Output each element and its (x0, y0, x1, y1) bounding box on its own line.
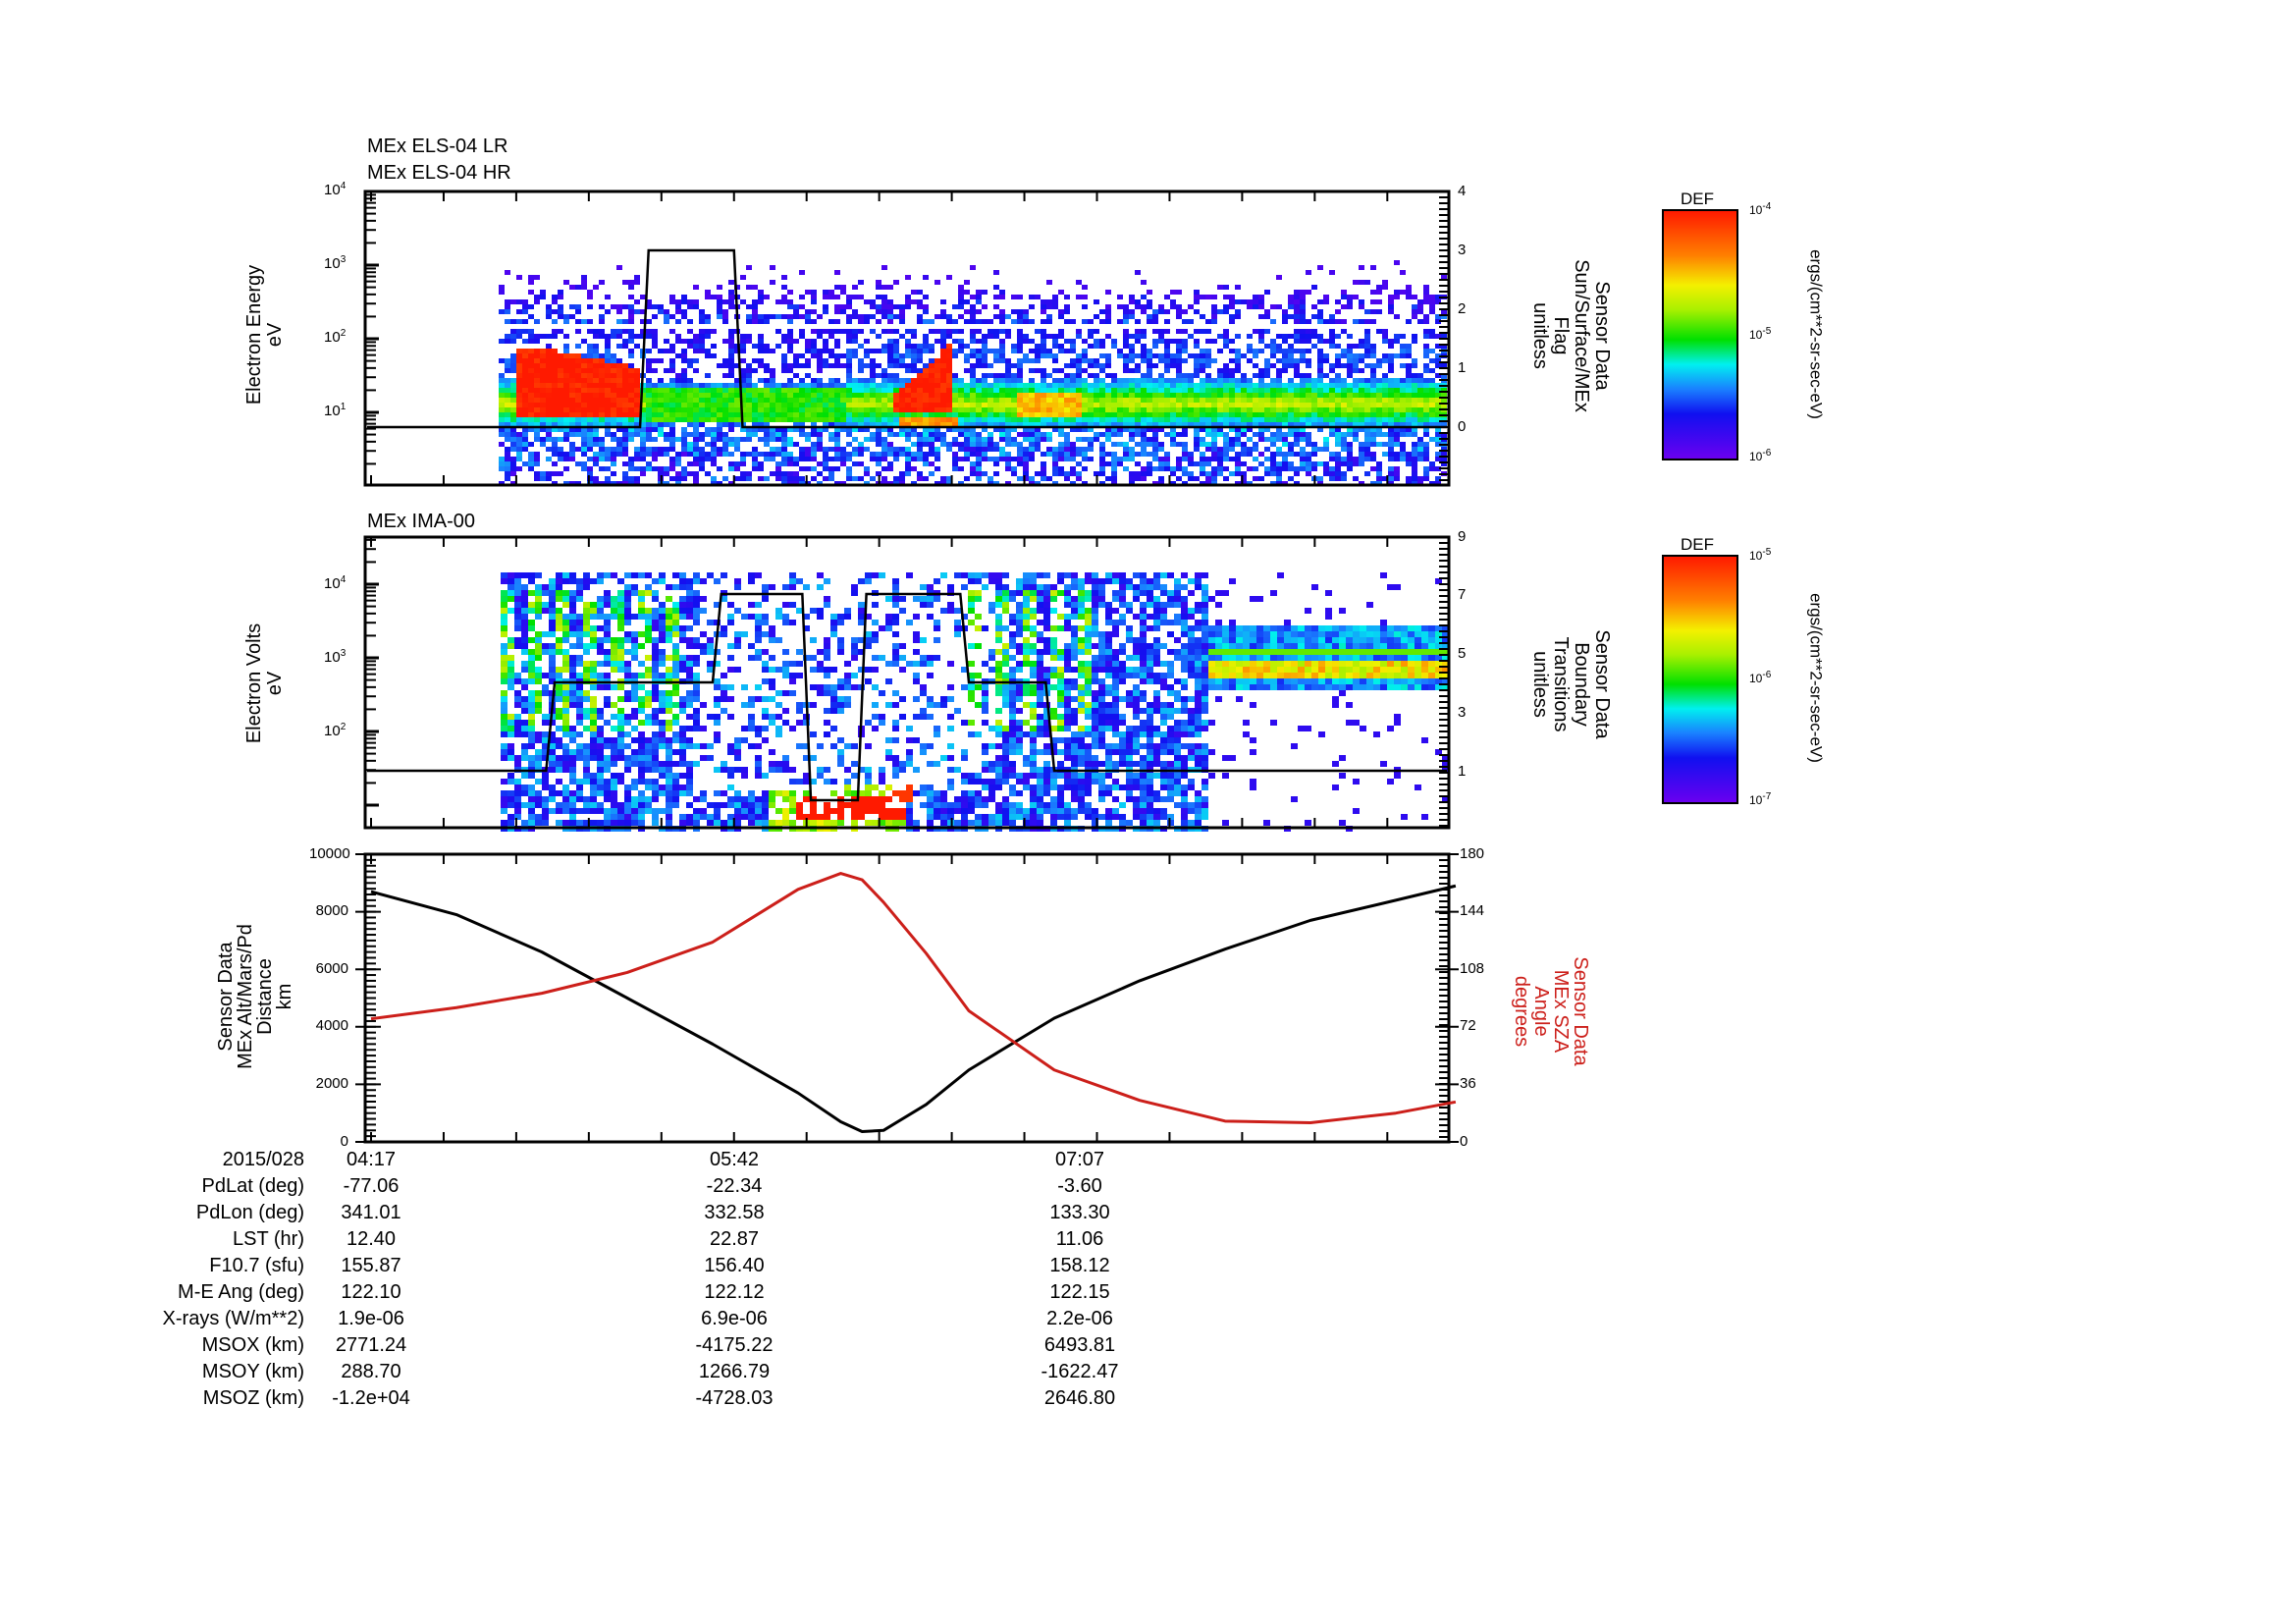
ephemeris-value: 11.06 (1055, 1228, 1104, 1250)
colorbar1-tick-max: 10-4 (1749, 201, 1772, 217)
panel2-ytick-1e4: 104 (324, 574, 347, 592)
colorbar1-tick-min: 10-6 (1749, 448, 1772, 463)
ephemeris-value: 2.2e-06 (1046, 1308, 1113, 1329)
ephemeris-value: 2771.24 (335, 1334, 407, 1356)
panel3-ytick-4000: 4000 (315, 1017, 348, 1034)
colorbar2-tick-max: 10-5 (1749, 547, 1772, 563)
panel1-ytick-1e4: 104 (324, 181, 347, 198)
panel1-ytick-1e3: 103 (324, 254, 347, 272)
ephemeris-value: -22.34 (706, 1175, 763, 1197)
ephemeris-value: 158.12 (1049, 1255, 1110, 1276)
ephemeris-value: -4175.22 (695, 1334, 774, 1356)
panel3-rtick-180: 180 (1460, 845, 1485, 862)
ephemeris-value: 6.9e-06 (701, 1308, 768, 1329)
ephemeris-value: 288.70 (341, 1361, 401, 1382)
colorbar1 (1662, 209, 1738, 460)
panel1-rtick-3: 3 (1458, 242, 1467, 258)
ephemeris-value: 122.15 (1049, 1281, 1110, 1303)
time-label: 05:42 (709, 1149, 760, 1170)
ephemeris-value: -1.2e+04 (332, 1387, 410, 1409)
time-label: 07:07 (1054, 1149, 1105, 1170)
ephemeris-value: 1.9e-06 (338, 1308, 404, 1329)
ephemeris-label: MSOY (km) (201, 1361, 304, 1382)
panel1-rtick-2: 2 (1458, 300, 1467, 317)
ephemeris-label: X-rays (W/m**2) (162, 1308, 304, 1329)
ephemeris-label: PdLon (deg) (195, 1202, 304, 1223)
panel1-spectrogram (499, 260, 1447, 486)
ephemeris-value: -4728.03 (695, 1387, 774, 1409)
panel3-ytick-2000: 2000 (315, 1075, 348, 1092)
panel2-rtick-3: 3 (1458, 704, 1467, 721)
panel3-rtick-36: 36 (1460, 1075, 1476, 1092)
ephemeris-value: 155.87 (341, 1255, 401, 1276)
ephemeris-label: PdLat (deg) (201, 1175, 304, 1197)
ephemeris-value: 1266.79 (698, 1361, 771, 1382)
panel3-ytick-0: 0 (340, 1133, 348, 1150)
panel2-rtick-7: 7 (1458, 586, 1467, 603)
panel1-ytick-1e1: 101 (324, 402, 347, 419)
colorbar2-tick-min: 10-7 (1749, 791, 1772, 807)
panel2-ytick-1e3: 103 (324, 648, 347, 666)
panel3-ytick-6000: 6000 (315, 960, 348, 977)
ephemeris-value: 12.40 (346, 1228, 397, 1250)
ephemeris-value: 156.40 (704, 1255, 765, 1276)
ephemeris-label: LST (hr) (233, 1228, 304, 1250)
colorbar1-title: DEF (1681, 189, 1714, 208)
time-label: 04:17 (346, 1149, 397, 1170)
ephemeris-value: 122.10 (341, 1281, 401, 1303)
panel3-rtick-72: 72 (1460, 1017, 1476, 1034)
panel2-ytick-1e2: 102 (324, 722, 347, 739)
colorbar1-tick-mid: 10-5 (1749, 326, 1772, 342)
colorbar2 (1662, 555, 1738, 804)
ephemeris-value: 6493.81 (1043, 1334, 1116, 1356)
plot-axes (355, 189, 1459, 1144)
ephemeris-value: 133.30 (1049, 1202, 1110, 1223)
panel1-rtick-0: 0 (1458, 418, 1467, 435)
panel3-rtick-144: 144 (1460, 902, 1485, 919)
ephemeris-label: MSOX (km) (201, 1334, 304, 1356)
colorbar2-title: DEF (1681, 535, 1714, 554)
ephemeris-date: 2015/028 (222, 1149, 304, 1170)
ephemeris-value: 341.01 (341, 1202, 401, 1223)
ephemeris-label: F10.7 (sfu) (209, 1255, 304, 1276)
panel2-rtick-9: 9 (1458, 528, 1467, 545)
panel2-spectrogram (501, 572, 1449, 832)
ephemeris-value: 122.12 (704, 1281, 765, 1303)
panel1-rtick-4: 4 (1458, 183, 1467, 199)
ephemeris-value: -3.60 (1057, 1175, 1102, 1197)
ephemeris-value: 332.58 (704, 1202, 765, 1223)
panel1-rtick-1: 1 (1458, 359, 1467, 376)
panel3-rtick-0: 0 (1460, 1133, 1468, 1150)
plot-lines (367, 248, 1457, 1133)
colorbar2-tick-mid: 10-6 (1749, 670, 1772, 685)
panel3-ytick-8000: 8000 (315, 902, 348, 919)
ephemeris-value: -77.06 (343, 1175, 400, 1197)
panel2-rtick-5: 5 (1458, 645, 1467, 662)
panel1-title-hr: MEx ELS-04 HR (367, 162, 511, 184)
panel1-ytick-1e2: 102 (324, 328, 347, 346)
panel2-title: MEx IMA-00 (367, 511, 476, 532)
ephemeris-label: M-E Ang (deg) (178, 1281, 304, 1303)
ephemeris-value: 2646.80 (1043, 1387, 1116, 1409)
ephemeris-label: MSOZ (km) (202, 1387, 304, 1409)
panel1-title-lr: MEx ELS-04 LR (367, 135, 508, 157)
ephemeris-value: 22.87 (709, 1228, 760, 1250)
panel3-rtick-108: 108 (1460, 960, 1485, 977)
panel3-ytick-10000: 10000 (309, 845, 350, 862)
ephemeris-value: -1622.47 (1041, 1361, 1119, 1382)
panel2-rtick-1: 1 (1458, 763, 1467, 780)
